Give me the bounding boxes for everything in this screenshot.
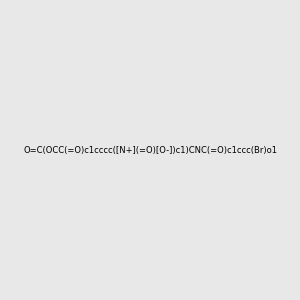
Text: O=C(OCC(=O)c1cccc([N+](=O)[O-])c1)CNC(=O)c1ccc(Br)o1: O=C(OCC(=O)c1cccc([N+](=O)[O-])c1)CNC(=O… [23,146,277,154]
